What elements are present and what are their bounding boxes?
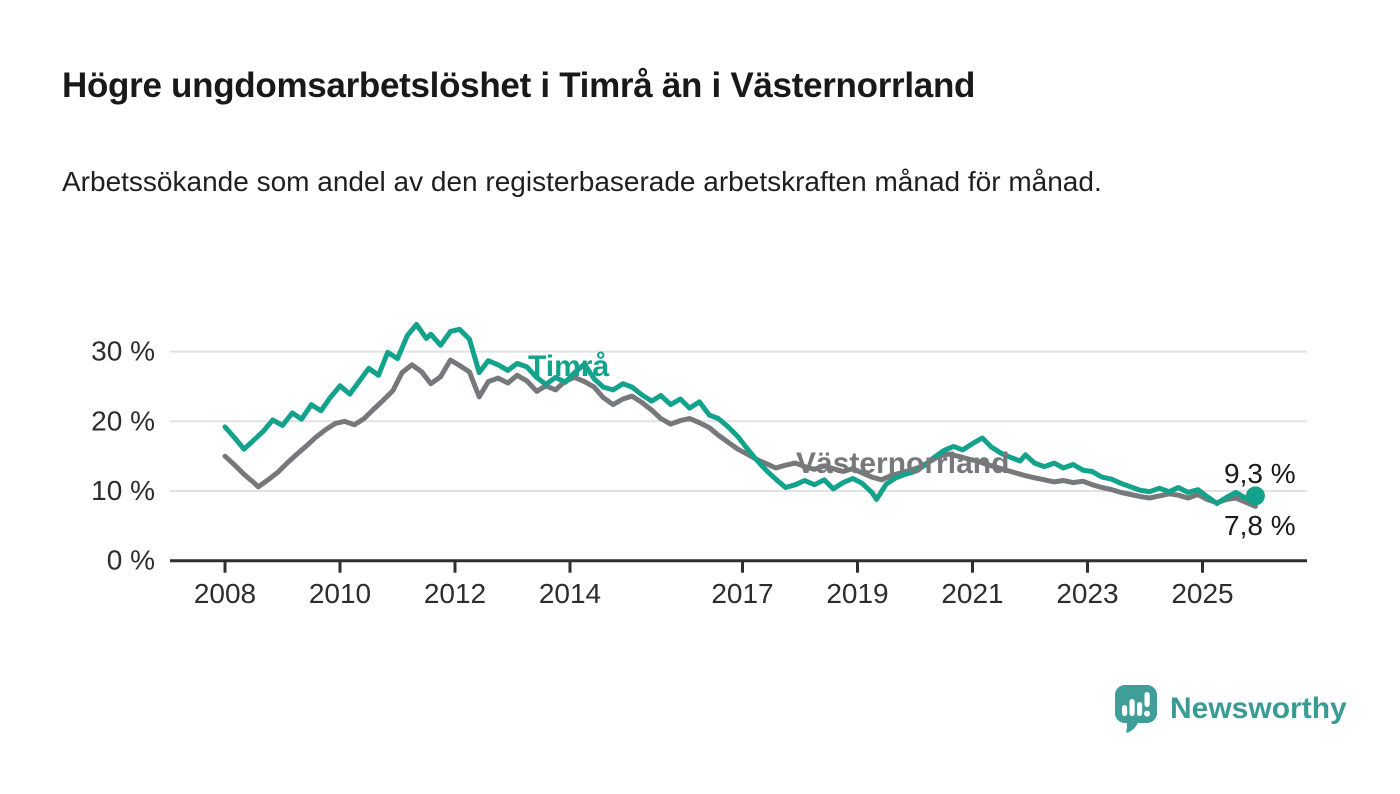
series-end-dot [1245, 486, 1265, 506]
x-tick-label: 2021 [941, 578, 1003, 609]
series-line-vasternorrland [222, 357, 1258, 509]
x-tick-label: 2019 [826, 578, 888, 609]
x-tick-label: 2014 [539, 578, 601, 609]
chart-subtitle: Arbetssökande som andel av den registerb… [62, 166, 1102, 197]
series-label-timra: Timrå [528, 350, 610, 383]
x-tick-label: 2017 [711, 578, 773, 609]
x-tick-label: 2023 [1056, 578, 1118, 609]
series-line-timra [222, 321, 1258, 506]
y-tick-label: 10 % [91, 475, 155, 506]
y-tick-label: 30 % [91, 336, 155, 367]
end-value-label-timra: 9,3 % [1224, 458, 1296, 489]
x-tick-label: 2012 [424, 578, 486, 609]
x-tick-label: 2010 [309, 578, 371, 609]
newsworthy-logo[interactable]: Newsworthy [1114, 684, 1347, 734]
end-value-label-vasternorrland: 7,8 % [1224, 510, 1296, 541]
x-tick-label: 2025 [1171, 578, 1233, 609]
newsworthy-wordmark: Newsworthy [1170, 692, 1347, 725]
page-title: Högre ungdomsarbetslöshet i Timrå än i V… [62, 66, 976, 105]
newsworthy-bubble-chart-icon [1115, 685, 1157, 733]
y-tick-label: 0 % [107, 545, 155, 576]
series-label-vasternorrland: Västernorrland [796, 447, 1010, 480]
y-tick-label: 20 % [91, 405, 155, 436]
x-tick-label: 2008 [194, 578, 256, 609]
